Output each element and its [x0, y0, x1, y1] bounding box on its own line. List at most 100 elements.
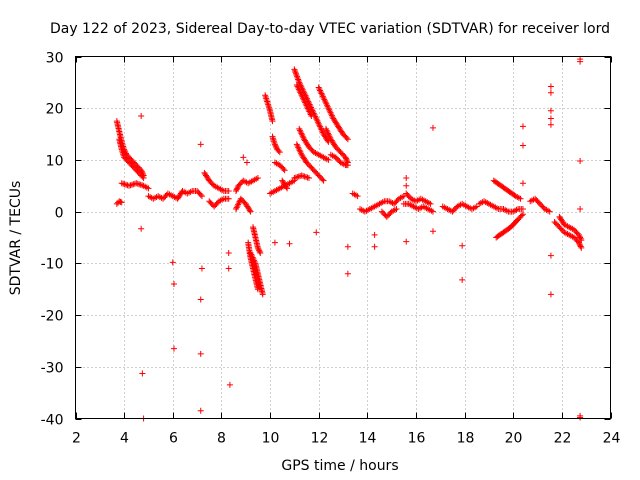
data-point — [133, 180, 140, 187]
data-point — [305, 175, 312, 182]
data-point — [126, 182, 132, 189]
data-point — [321, 97, 328, 104]
data-point — [547, 121, 554, 128]
data-point — [276, 149, 283, 156]
data-point — [233, 204, 240, 211]
data-point — [298, 92, 305, 99]
y-tick-label: -20 — [41, 309, 64, 325]
data-point — [316, 122, 323, 129]
data-point — [342, 154, 349, 161]
data-point — [344, 270, 351, 277]
data-point — [121, 181, 128, 188]
data-point — [577, 206, 584, 213]
data-point — [427, 200, 434, 207]
y-tick-label: 30 — [46, 51, 64, 67]
data-point — [403, 238, 410, 245]
data-point — [297, 128, 304, 135]
data-point — [306, 110, 313, 117]
data-point — [577, 157, 584, 164]
data-point — [127, 182, 134, 189]
data-point — [292, 69, 299, 76]
data-point — [325, 156, 332, 163]
data-point — [294, 83, 301, 90]
data-point — [519, 206, 526, 213]
data-point — [577, 414, 584, 421]
data-point — [295, 77, 302, 84]
data-point — [197, 407, 204, 414]
data-point — [235, 200, 242, 207]
data-point — [233, 186, 240, 193]
data-point — [137, 181, 144, 188]
data-point — [273, 144, 280, 150]
data-point — [317, 88, 324, 95]
x-axis-label: GPS time / hours — [281, 458, 398, 474]
data-points — [113, 56, 585, 422]
data-point — [344, 162, 351, 169]
data-point — [169, 259, 176, 266]
data-point — [304, 104, 311, 111]
data-point — [295, 76, 302, 83]
data-point — [546, 208, 553, 215]
data-point — [254, 286, 261, 293]
data-point — [300, 96, 307, 103]
data-point — [577, 235, 584, 242]
data-point — [256, 247, 263, 254]
data-point — [298, 172, 305, 179]
data-point — [324, 102, 331, 109]
data-point — [300, 172, 307, 179]
data-point — [547, 115, 554, 122]
data-point — [299, 131, 306, 138]
data-point — [302, 99, 309, 106]
data-point — [403, 182, 410, 189]
data-point — [354, 193, 361, 200]
data-point — [225, 187, 232, 194]
data-point — [322, 99, 329, 106]
data-point — [296, 87, 303, 94]
data-point — [547, 89, 554, 96]
data-point — [293, 72, 300, 79]
data-point — [225, 250, 232, 257]
data-point — [243, 159, 250, 166]
data-point — [576, 240, 583, 247]
data-point — [233, 187, 239, 194]
data-point — [257, 250, 264, 257]
data-point — [459, 242, 466, 249]
data-point — [306, 108, 313, 115]
x-tick-label: 6 — [169, 431, 178, 447]
y-tick-label: 10 — [46, 154, 64, 170]
data-point — [317, 125, 324, 132]
data-point — [577, 243, 584, 250]
data-point — [576, 233, 583, 240]
data-point — [303, 173, 310, 180]
y-tick-label: -40 — [41, 413, 64, 429]
data-point — [301, 173, 308, 180]
data-point — [138, 225, 145, 232]
data-point — [326, 108, 333, 115]
data-point — [247, 250, 254, 257]
data-point — [198, 193, 205, 200]
data-point — [343, 134, 350, 141]
data-point — [371, 231, 378, 238]
data-point — [300, 95, 307, 102]
y-tick-label: -10 — [41, 257, 64, 273]
x-tick-labels: 2 4 6 8 10 12 14 16 18 20 22 24 — [72, 431, 620, 447]
data-point — [304, 174, 311, 181]
data-point — [321, 96, 328, 103]
data-point — [130, 181, 137, 188]
data-point — [325, 130, 332, 137]
data-point — [344, 243, 351, 250]
data-point — [575, 231, 582, 238]
data-point — [313, 229, 320, 236]
data-point — [371, 243, 378, 250]
data-point — [316, 86, 323, 93]
data-point — [254, 175, 261, 182]
data-point — [519, 123, 526, 130]
x-tick-label: 2 — [72, 431, 81, 447]
data-point — [247, 208, 254, 215]
data-point — [319, 128, 326, 135]
data-point — [197, 350, 204, 357]
data-point — [251, 258, 258, 265]
data-point — [170, 345, 177, 352]
data-point — [295, 173, 302, 180]
data-point — [315, 84, 322, 91]
